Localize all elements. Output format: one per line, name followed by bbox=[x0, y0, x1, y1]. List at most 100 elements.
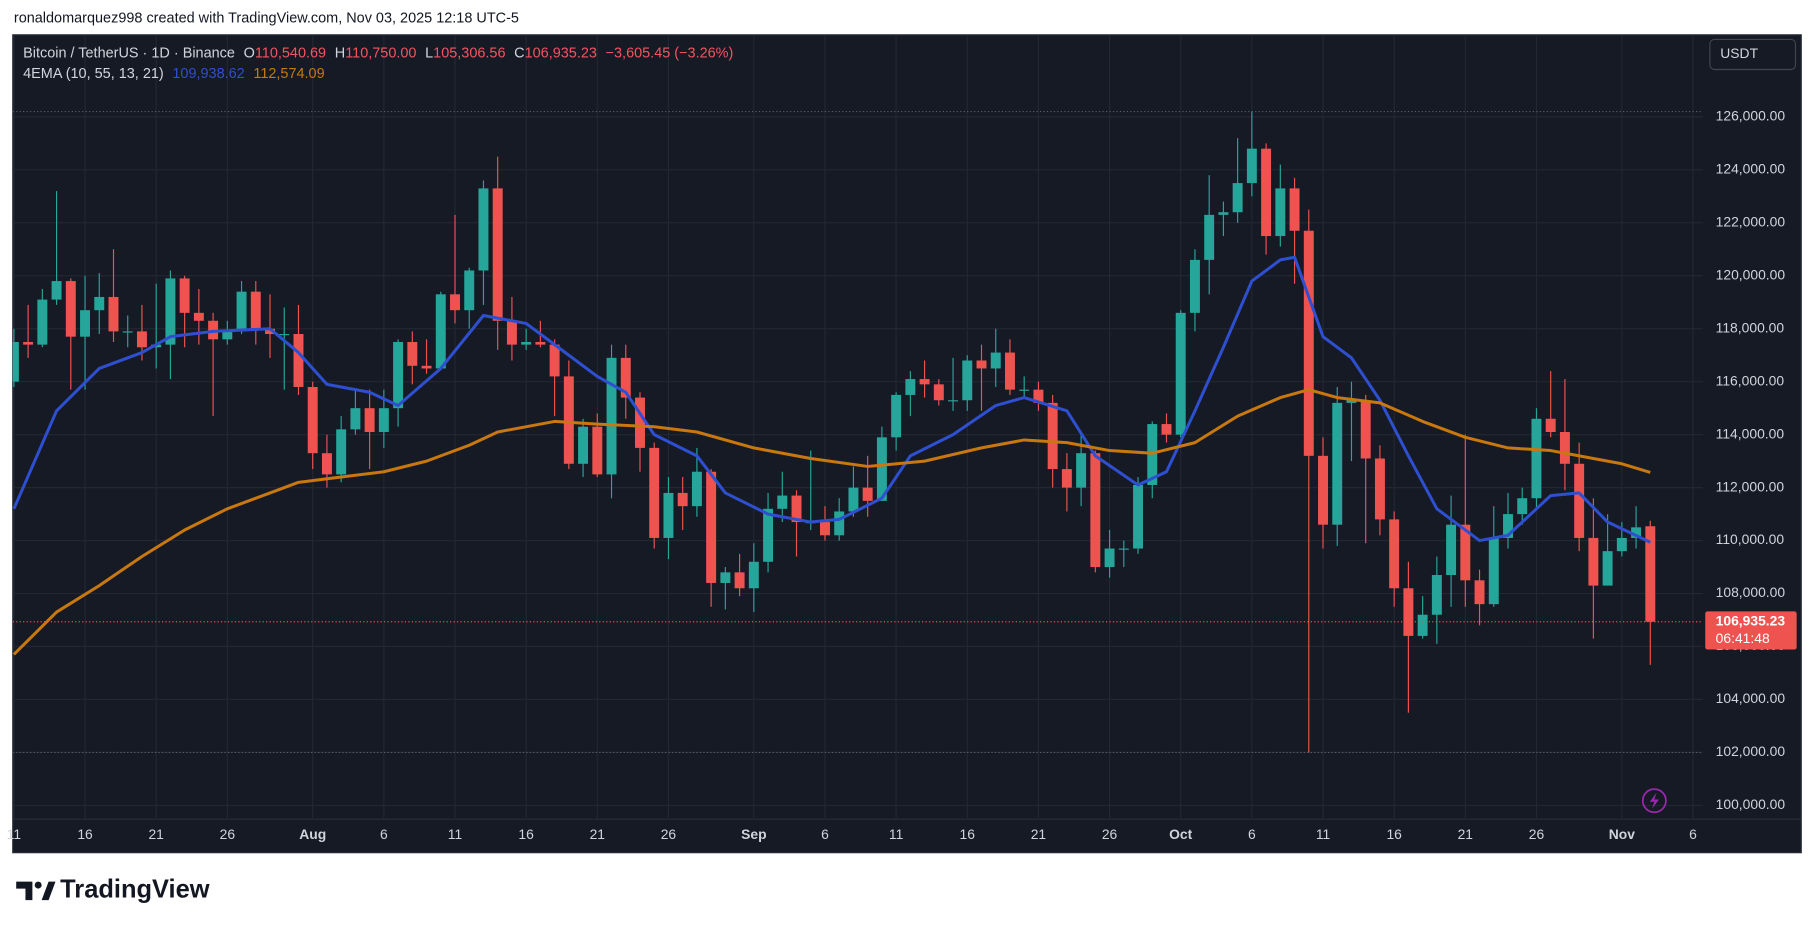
x-tick-label: 21 bbox=[1031, 826, 1047, 842]
candle-body bbox=[549, 344, 560, 377]
y-tick-label: 126,000.00 bbox=[1716, 108, 1786, 124]
x-tick-label: 6 bbox=[380, 826, 388, 842]
y-tick-label: 108,000.00 bbox=[1716, 584, 1786, 600]
x-tick-label: 26 bbox=[661, 826, 677, 842]
candle-body bbox=[521, 341, 532, 345]
alert-icon[interactable] bbox=[1641, 788, 1667, 814]
x-tick-label: Oct bbox=[1169, 826, 1193, 842]
x-tick-label: 26 bbox=[220, 826, 236, 842]
candle-body bbox=[1503, 514, 1513, 538]
logo-text: TradingView bbox=[60, 876, 210, 904]
x-tick-label: 11 bbox=[889, 826, 904, 842]
x-tick-label: 21 bbox=[148, 826, 164, 842]
candle-body bbox=[1104, 548, 1115, 568]
candle-body bbox=[136, 331, 147, 348]
x-tick-label: 11 bbox=[448, 826, 463, 842]
candle-body bbox=[179, 278, 190, 313]
candle-body bbox=[1488, 537, 1499, 605]
x-tick-label: 16 bbox=[960, 826, 976, 842]
y-tick-label: 102,000.00 bbox=[1716, 743, 1786, 759]
candle-body bbox=[592, 426, 603, 475]
y-tick-label: 116,000.00 bbox=[1716, 372, 1785, 388]
candle-body bbox=[250, 291, 261, 329]
candle-body bbox=[1218, 212, 1229, 215]
candle-body bbox=[1133, 484, 1144, 549]
candle-body bbox=[12, 341, 19, 382]
candle-body bbox=[706, 471, 717, 583]
candle-body bbox=[976, 360, 987, 369]
y-tick-label: 100,000.00 bbox=[1716, 796, 1786, 812]
alert-circle[interactable] bbox=[1641, 788, 1667, 814]
y-tick-label: 114,000.00 bbox=[1716, 425, 1785, 441]
candle-body bbox=[1588, 537, 1599, 586]
candle-body bbox=[948, 400, 959, 402]
candle-body bbox=[321, 453, 332, 475]
chart-legend: Bitcoin / TetherUS · 1D · Binance O110,5… bbox=[23, 45, 733, 61]
candle-body bbox=[94, 296, 105, 311]
currency-button[interactable] bbox=[1709, 38, 1797, 71]
candle-body bbox=[1033, 389, 1044, 403]
candle-body bbox=[663, 492, 674, 538]
y-tick-label: 124,000.00 bbox=[1716, 161, 1786, 177]
candle-body bbox=[820, 522, 830, 536]
x-tick-label: 21 bbox=[1458, 826, 1474, 842]
x-tick-label: Aug bbox=[299, 826, 326, 842]
candle-body bbox=[891, 394, 902, 438]
x-tick-label: Sep bbox=[741, 826, 766, 842]
candle-body bbox=[1232, 183, 1243, 213]
candle-body bbox=[777, 495, 788, 509]
candle-body bbox=[1118, 548, 1129, 550]
candle-body bbox=[1360, 400, 1371, 459]
x-tick-label: 16 bbox=[1386, 826, 1402, 842]
candle-body bbox=[122, 331, 133, 333]
indicator-value: 109,938.62 bbox=[172, 66, 244, 82]
candle-body bbox=[635, 397, 645, 448]
y-tick-label: 118,000.00 bbox=[1716, 319, 1785, 335]
candle-body bbox=[919, 379, 930, 385]
candle-body bbox=[1289, 188, 1300, 231]
candle-body bbox=[1204, 214, 1215, 260]
high-value: 110,750.00 bbox=[345, 45, 416, 61]
candle-body bbox=[1574, 463, 1585, 538]
candle-body bbox=[1531, 418, 1542, 499]
y-tick-label: 112,000.00 bbox=[1716, 478, 1785, 494]
candle-body bbox=[236, 291, 247, 332]
open-key: O bbox=[244, 45, 255, 61]
candle-body bbox=[1545, 418, 1556, 433]
x-tick-label: 6 bbox=[821, 826, 829, 842]
close-value: 106,935.23 bbox=[525, 45, 597, 61]
candle-body bbox=[393, 341, 404, 409]
candle-body bbox=[834, 511, 845, 536]
candle-body bbox=[293, 334, 304, 387]
change-value: −3,605.45 (−3.26%) bbox=[606, 45, 734, 61]
x-tick-label: Nov bbox=[1609, 826, 1635, 842]
candle-body bbox=[421, 365, 432, 369]
currency-label[interactable]: USDT bbox=[1720, 45, 1758, 61]
open-value: 110,540.69 bbox=[255, 45, 326, 61]
candle-body bbox=[691, 471, 702, 507]
candle-body bbox=[535, 341, 546, 345]
alert-bolt[interactable] bbox=[1649, 792, 1659, 809]
candle-body bbox=[720, 572, 731, 583]
candle-body bbox=[1175, 312, 1186, 435]
candle-body bbox=[1161, 424, 1172, 435]
low-key: L bbox=[425, 45, 433, 61]
candle-body bbox=[1602, 551, 1613, 586]
candle-body bbox=[478, 188, 489, 271]
candle-body bbox=[876, 437, 887, 501]
candle-body bbox=[193, 312, 204, 321]
candle-body bbox=[279, 334, 290, 336]
x-tick-label: 6 bbox=[1689, 826, 1697, 842]
candle-body bbox=[165, 278, 176, 345]
candle-body bbox=[222, 331, 233, 340]
candle-body bbox=[1431, 575, 1442, 615]
candle-body bbox=[563, 376, 574, 464]
x-tick-label: 26 bbox=[1529, 826, 1545, 842]
candle-body bbox=[80, 310, 91, 337]
y-tick-label: 104,000.00 bbox=[1716, 690, 1786, 706]
candle-body bbox=[848, 487, 859, 512]
candle-body bbox=[51, 281, 62, 300]
candle-body bbox=[1460, 524, 1471, 581]
x-tick-label: 21 bbox=[590, 826, 606, 842]
plot bbox=[12, 111, 1703, 754]
